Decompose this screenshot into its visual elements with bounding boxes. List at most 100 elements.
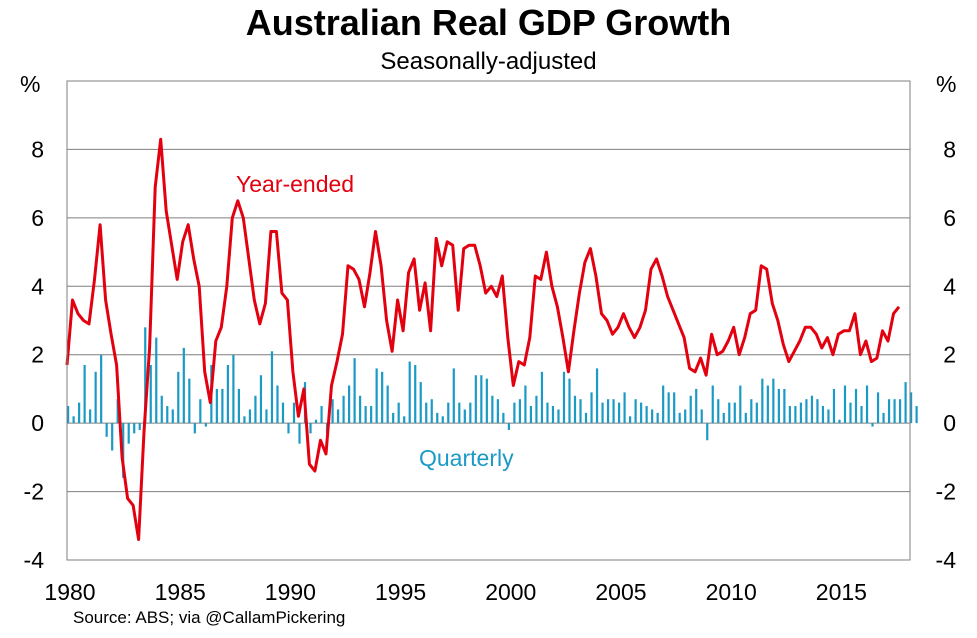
quarterly-bar — [127, 423, 130, 444]
quarterly-bar — [777, 388, 780, 424]
quarterly-bar — [94, 371, 97, 424]
quarterly-bar — [259, 375, 263, 424]
quarterly-bar — [656, 412, 659, 424]
quarterly-bar — [711, 385, 714, 424]
quarterly-bar — [496, 399, 499, 424]
x-tick-label: 1995 — [375, 579, 426, 605]
quarterly-bar — [568, 378, 571, 424]
quarterly-bar — [678, 412, 681, 424]
quarterly-bar — [370, 406, 373, 424]
quarterly-bar — [441, 416, 444, 424]
chart-subtitle: Seasonally-adjusted — [380, 48, 597, 75]
quarterly-bar — [474, 375, 477, 424]
quarterly-bar — [700, 409, 703, 424]
quarterly-bar — [392, 412, 395, 424]
quarterly-bar — [783, 388, 786, 424]
quarterly-bar — [149, 364, 152, 424]
quarterly-bar — [237, 388, 241, 424]
y-tick-label-left: 6 — [31, 205, 44, 231]
quarterly-bar — [799, 402, 803, 424]
quarterly-bar — [353, 358, 356, 424]
quarterly-bar — [276, 385, 279, 424]
quarterly-bar — [111, 423, 114, 451]
quarterly-bar — [573, 395, 577, 424]
quarterly-bar — [865, 385, 869, 424]
quarterly-bar — [414, 364, 417, 424]
quarterly-bar — [436, 412, 439, 424]
quarterly-bar — [469, 402, 472, 424]
year-ended-series-line — [65, 137, 901, 541]
chart-title: Australian Real GDP Growth — [245, 2, 732, 43]
quarterly-bar — [463, 409, 466, 424]
x-tick-label: 1985 — [155, 579, 206, 605]
quarterly-bar — [601, 402, 604, 424]
y-tick-label-left: 0 — [31, 410, 44, 436]
quarterly-bar — [562, 371, 566, 424]
quarterly-bar — [640, 402, 643, 424]
quarterly-bar — [645, 406, 648, 424]
quarterly-bar — [876, 392, 880, 424]
quarterly-bar — [381, 371, 384, 424]
quarterly-bar — [706, 423, 709, 441]
plot-frame — [66, 80, 911, 561]
quarterly-bar — [805, 399, 808, 424]
quarterly-bar — [733, 402, 736, 424]
quarterly-bar — [651, 409, 654, 424]
y-tick-label-right: 0 — [943, 410, 956, 436]
quarterly-bar — [160, 395, 163, 424]
quarterly-bar — [772, 378, 775, 424]
quarterly-bar — [524, 385, 527, 424]
quarterly-bar — [551, 406, 555, 424]
quarterly-bar — [629, 416, 632, 424]
quarterly-bar — [171, 409, 174, 424]
quarterly-bar — [673, 392, 676, 424]
quarterly-bar — [199, 399, 202, 424]
quarterly-bar — [122, 423, 125, 478]
quarterly-bar — [204, 423, 207, 427]
x-tick-label: 1980 — [44, 579, 95, 605]
quarterly-bar — [887, 399, 891, 424]
x-tick-label: 2005 — [595, 579, 646, 605]
quarterly-bar — [177, 371, 180, 424]
year-ended-line — [65, 137, 901, 541]
quarterly-bar — [292, 402, 296, 424]
quarterly-bar — [359, 395, 362, 424]
quarterly-bar — [717, 399, 720, 424]
quarterly-bar — [386, 385, 389, 424]
x-tick-label: 2015 — [816, 579, 867, 605]
quarterly-bar — [105, 423, 108, 437]
quarterly-bar — [215, 388, 218, 424]
quarterly-bar — [529, 406, 533, 424]
x-axis: 1980 1985 1990 1995 2000 2005 2010 2015 — [44, 579, 867, 605]
quarterly-bar — [606, 399, 610, 424]
quarterly-bar — [397, 402, 400, 424]
quarterly-bar — [821, 406, 825, 424]
quarterly-bar — [265, 409, 268, 424]
quarterly-bar — [667, 392, 670, 424]
quarterly-bar — [750, 399, 753, 424]
quarterly-bar — [513, 402, 516, 424]
quarterly-bar — [794, 406, 797, 424]
quarterly-bar — [72, 416, 75, 424]
quarterly-bar — [739, 385, 742, 424]
quarterly-bar — [116, 399, 119, 424]
quarterly-bar — [595, 368, 599, 424]
quarterly-bar — [838, 419, 841, 424]
quarterly-bar — [320, 406, 323, 424]
quarterly-bar — [232, 354, 235, 424]
quarterly-bar — [193, 423, 196, 434]
y-axis-right: -4 -2 0 2 4 6 8 — [936, 136, 957, 573]
quarterly-bar — [854, 388, 858, 424]
quarterly-bar — [403, 416, 406, 424]
y-tick-label-right: -4 — [936, 547, 957, 573]
quarterly-bar — [722, 412, 725, 424]
quarterly-bar — [893, 399, 896, 424]
quarterly-label: Quarterly — [419, 445, 514, 471]
quarterly-bar — [155, 337, 158, 424]
quarterly-bar — [546, 402, 549, 424]
quarterly-bar — [248, 409, 252, 424]
quarterly-bar — [138, 423, 141, 430]
quarterly-bar — [502, 412, 505, 424]
quarterly-bar — [226, 364, 229, 424]
quarterly-bar — [915, 406, 918, 424]
